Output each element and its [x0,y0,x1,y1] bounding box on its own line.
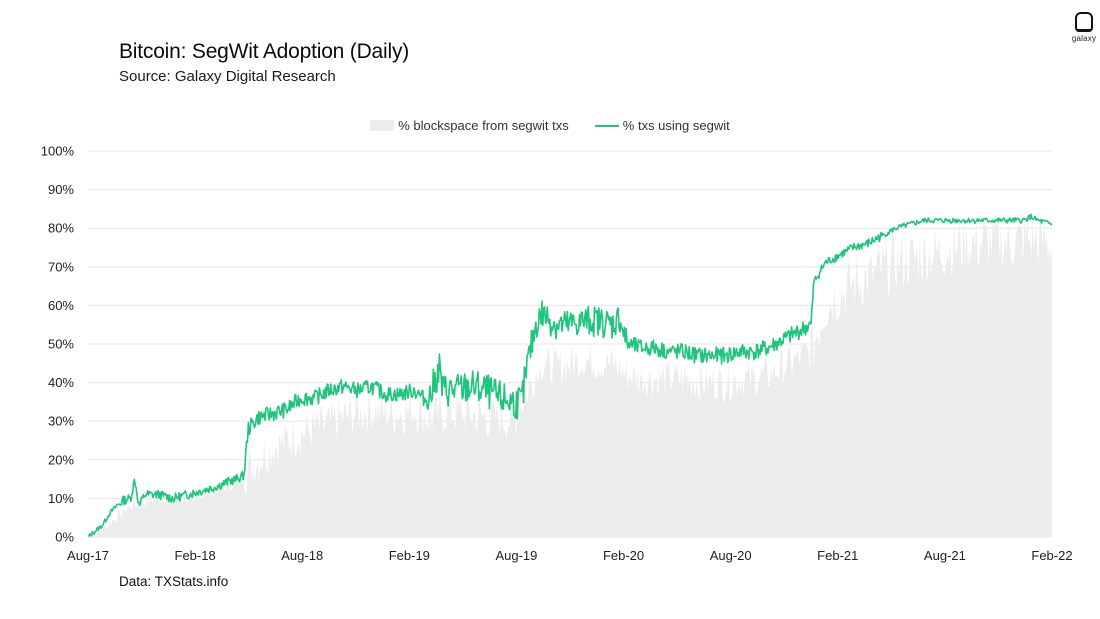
line-layer [88,213,1053,537]
y-tick-label: 80% [48,221,74,236]
chart-subtitle: Source: Galaxy Digital Research [119,68,336,85]
x-tick-label: Feb-20 [603,548,644,563]
x-tick-label: Feb-19 [389,548,430,563]
x-tick-label: Aug-17 [67,548,109,563]
x-tick-label: Aug-19 [495,548,537,563]
y-tick-label: 0% [55,530,74,545]
x-tick-label: Aug-18 [281,548,323,563]
legend-item-txs: % txs using segwit [594,118,730,133]
x-tick-label: Aug-21 [924,548,966,563]
legend-swatch-area [370,120,395,131]
chart-title: Bitcoin: SegWit Adoption (Daily) [119,40,410,63]
legend-item-blockspace: % blockspace from segwit txs [370,118,569,133]
segwit-txs-line [88,213,1053,537]
x-tick-label: Aug-20 [710,548,752,563]
y-tick-label: 100% [41,144,75,159]
y-tick-label: 20% [48,452,74,467]
y-tick-label: 70% [48,259,74,274]
y-axis-ticks: 0% 10% 20% 30% 40% 50% 60% 70% 80% 90% 100% [41,144,75,545]
legend-swatch-line [594,124,619,127]
y-tick-label: 30% [48,414,74,429]
y-tick-label: 90% [48,182,74,197]
legend-label-txs: % txs using segwit [622,118,730,133]
galaxy-logo-text: galaxy [1071,34,1097,43]
blockspace-area [88,211,1052,537]
galaxy-logo: galaxy [1065,12,1100,52]
y-tick-label: 10% [48,491,74,506]
legend-label-blockspace: % blockspace from segwit txs [398,118,569,133]
area-layer [88,211,1052,537]
x-tick-label: Feb-18 [175,548,216,563]
y-tick-label: 40% [48,375,74,390]
chart-legend: % blockspace from segwit txs % txs using… [0,118,1100,133]
galaxy-logo-icon [1075,12,1093,32]
x-tick-label: Feb-22 [1031,548,1072,563]
x-axis-ticks: Aug-17 Feb-18 Aug-18 Feb-19 Aug-19 Feb-20 Aug-… [67,548,1073,563]
y-tick-label: 50% [48,337,74,352]
x-tick-label: Feb-21 [817,548,858,563]
y-tick-label: 60% [48,298,74,313]
data-source-note: Data: TXStats.info [119,574,229,589]
